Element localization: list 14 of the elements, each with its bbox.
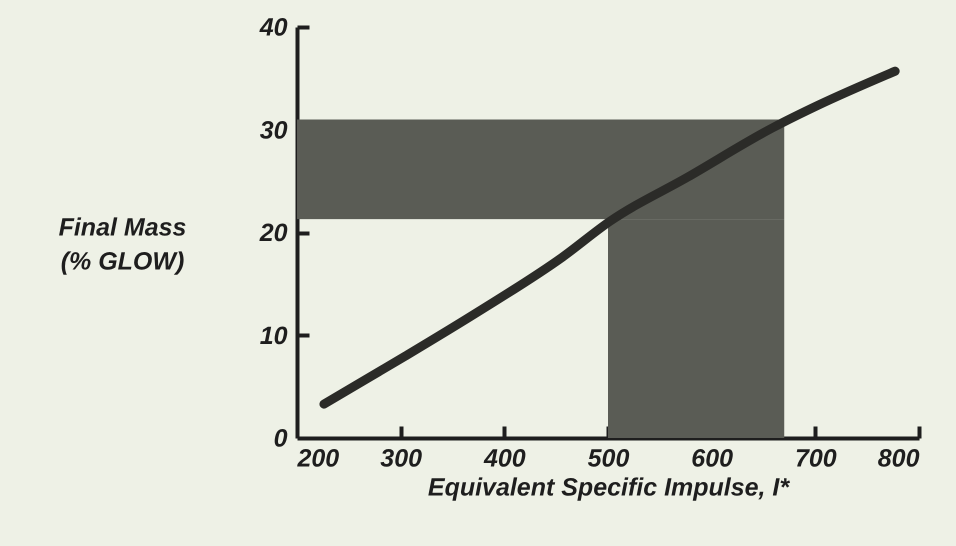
x-tick-label: 600 [691,444,734,472]
x-tick-label: 200 [296,444,340,472]
y-tick-label: 0 [274,424,288,452]
x-axis-title: Equivalent Specific Impulse, I* [428,474,790,502]
x-tick-label: 300 [380,444,422,472]
y-tick-label: 20 [258,219,288,247]
x-tick-label: 700 [794,444,837,472]
y-tick-label: 30 [260,116,288,144]
x-tick-label: 800 [878,444,920,472]
x-tick-label: 400 [482,444,526,472]
y-axis-title: Final Mass (% GLOW) [58,214,186,276]
x-tick-label: 500 [588,444,630,472]
y-tick-label: 40 [258,14,288,42]
y-tick-label: 10 [260,322,288,350]
